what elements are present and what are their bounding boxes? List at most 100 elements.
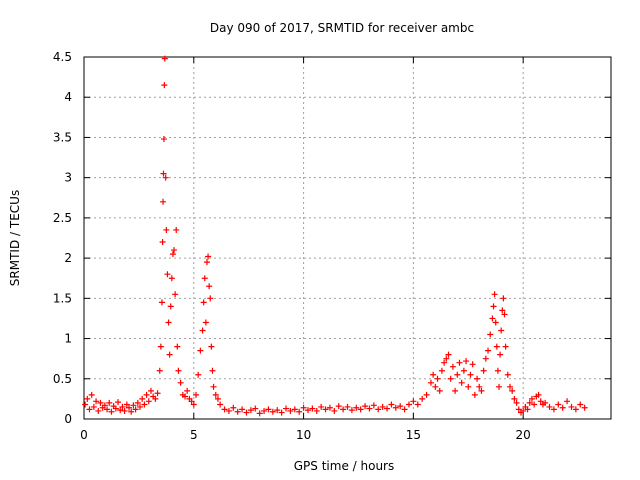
data-point bbox=[269, 408, 276, 415]
data-point bbox=[143, 391, 150, 398]
data-point bbox=[344, 403, 351, 410]
data-point bbox=[190, 401, 197, 408]
data-point bbox=[526, 399, 533, 406]
data-point bbox=[410, 398, 417, 405]
data-point bbox=[296, 408, 303, 415]
data-point bbox=[188, 398, 195, 405]
data-point bbox=[357, 406, 364, 413]
data-point bbox=[528, 395, 535, 402]
y-tick-label: 3 bbox=[64, 171, 72, 185]
y-tick-label: 4.5 bbox=[53, 50, 72, 64]
data-point bbox=[209, 367, 216, 374]
data-point bbox=[427, 379, 434, 386]
data-point bbox=[141, 401, 148, 408]
data-point bbox=[494, 367, 501, 374]
data-point bbox=[123, 401, 130, 408]
data-point bbox=[460, 367, 467, 374]
data-point bbox=[165, 319, 172, 326]
data-point bbox=[117, 407, 124, 414]
data-point bbox=[147, 387, 154, 394]
data-point bbox=[88, 391, 95, 398]
data-point bbox=[463, 358, 470, 365]
data-point bbox=[171, 247, 178, 254]
data-point bbox=[419, 395, 426, 402]
data-point bbox=[568, 403, 575, 410]
data-point bbox=[458, 379, 465, 386]
data-point bbox=[452, 387, 459, 394]
data-point bbox=[182, 393, 189, 400]
data-point bbox=[161, 82, 168, 89]
data-point bbox=[304, 407, 311, 414]
data-point bbox=[322, 406, 329, 413]
data-point bbox=[160, 136, 167, 143]
data-point bbox=[197, 347, 204, 354]
y-tick-label: 1 bbox=[64, 332, 72, 346]
data-points bbox=[82, 55, 588, 417]
data-point bbox=[205, 253, 212, 260]
data-point bbox=[200, 299, 207, 306]
data-point bbox=[447, 375, 454, 382]
data-point bbox=[121, 407, 128, 414]
data-point bbox=[283, 405, 290, 412]
data-point bbox=[340, 406, 347, 413]
data-point bbox=[485, 347, 492, 354]
data-point bbox=[375, 406, 382, 413]
data-point bbox=[318, 403, 325, 410]
data-point bbox=[84, 395, 91, 402]
data-point bbox=[243, 409, 250, 416]
data-point bbox=[438, 367, 445, 374]
data-point bbox=[581, 404, 588, 411]
data-point bbox=[524, 406, 531, 413]
data-point bbox=[93, 398, 100, 405]
grid-lines bbox=[83, 56, 611, 420]
data-point bbox=[498, 327, 505, 334]
y-tick-labels: 0 0.5 1 1.5 2 2.5 3 3.5 4 4.5 bbox=[53, 50, 72, 426]
data-point bbox=[414, 401, 421, 408]
data-point bbox=[101, 402, 108, 409]
data-point bbox=[203, 259, 210, 266]
data-point bbox=[366, 405, 373, 412]
data-point bbox=[353, 404, 360, 411]
data-point bbox=[478, 387, 485, 394]
data-point bbox=[436, 387, 443, 394]
data-point bbox=[506, 383, 513, 390]
data-point bbox=[168, 275, 175, 282]
data-point bbox=[434, 375, 441, 382]
data-point bbox=[169, 251, 176, 258]
data-point bbox=[139, 395, 146, 402]
data-point bbox=[300, 404, 307, 411]
data-point bbox=[405, 401, 412, 408]
data-point bbox=[388, 401, 395, 408]
data-point bbox=[491, 291, 498, 298]
data-point bbox=[537, 398, 544, 405]
data-point bbox=[326, 404, 333, 411]
data-point bbox=[348, 407, 355, 414]
data-point bbox=[95, 407, 102, 414]
y-tick-label: 4 bbox=[64, 90, 72, 104]
data-point bbox=[401, 406, 408, 413]
data-point bbox=[384, 405, 391, 412]
data-point bbox=[192, 391, 199, 398]
data-point bbox=[160, 170, 167, 177]
y-tick-label: 2.5 bbox=[53, 211, 72, 225]
data-point bbox=[489, 315, 496, 322]
data-point bbox=[509, 387, 516, 394]
plot-frame bbox=[83, 56, 612, 420]
data-point bbox=[161, 55, 168, 62]
data-point bbox=[430, 371, 437, 378]
data-point bbox=[208, 343, 215, 350]
data-point bbox=[207, 295, 214, 302]
data-point bbox=[199, 327, 206, 334]
data-point bbox=[465, 383, 472, 390]
data-point bbox=[496, 383, 503, 390]
data-point bbox=[564, 398, 571, 405]
data-point bbox=[217, 401, 224, 408]
data-point bbox=[173, 226, 180, 233]
data-point bbox=[432, 383, 439, 390]
x-tick-label: 15 bbox=[406, 428, 421, 442]
data-point bbox=[256, 410, 263, 417]
data-point bbox=[445, 351, 452, 358]
data-point bbox=[511, 395, 518, 402]
data-point bbox=[309, 405, 316, 412]
